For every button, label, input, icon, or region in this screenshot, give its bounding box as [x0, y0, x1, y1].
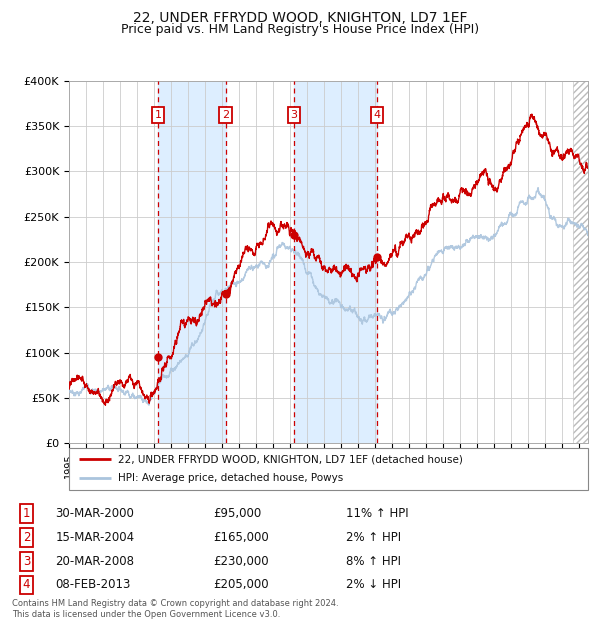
Text: 30-MAR-2000: 30-MAR-2000 [55, 507, 134, 520]
Text: £230,000: £230,000 [214, 555, 269, 567]
Text: £95,000: £95,000 [214, 507, 262, 520]
Text: 1: 1 [23, 507, 30, 520]
Text: 11% ↑ HPI: 11% ↑ HPI [346, 507, 409, 520]
Text: 3: 3 [290, 110, 298, 120]
Text: 3: 3 [23, 555, 30, 567]
Text: 08-FEB-2013: 08-FEB-2013 [55, 578, 131, 591]
Text: 22, UNDER FFRYDD WOOD, KNIGHTON, LD7 1EF (detached house): 22, UNDER FFRYDD WOOD, KNIGHTON, LD7 1EF… [118, 454, 463, 464]
Text: 2: 2 [222, 110, 229, 120]
Text: £205,000: £205,000 [214, 578, 269, 591]
Text: 4: 4 [23, 578, 30, 591]
Text: 22, UNDER FFRYDD WOOD, KNIGHTON, LD7 1EF: 22, UNDER FFRYDD WOOD, KNIGHTON, LD7 1EF [133, 11, 467, 25]
Text: 1: 1 [155, 110, 161, 120]
Text: 20-MAR-2008: 20-MAR-2008 [55, 555, 134, 567]
Text: 2: 2 [23, 531, 30, 544]
Text: Price paid vs. HM Land Registry's House Price Index (HPI): Price paid vs. HM Land Registry's House … [121, 23, 479, 36]
Text: 4: 4 [373, 110, 380, 120]
Text: 15-MAR-2004: 15-MAR-2004 [55, 531, 134, 544]
Bar [158, 81, 226, 443]
Text: 8% ↑ HPI: 8% ↑ HPI [346, 555, 401, 567]
Bar [294, 81, 377, 443]
Text: HPI: Average price, detached house, Powys: HPI: Average price, detached house, Powy… [118, 474, 344, 484]
Text: 2% ↑ HPI: 2% ↑ HPI [346, 531, 401, 544]
Text: Contains HM Land Registry data © Crown copyright and database right 2024.
This d: Contains HM Land Registry data © Crown c… [12, 600, 338, 619]
FancyBboxPatch shape [69, 448, 588, 490]
Text: 2% ↓ HPI: 2% ↓ HPI [346, 578, 401, 591]
Text: £165,000: £165,000 [214, 531, 269, 544]
